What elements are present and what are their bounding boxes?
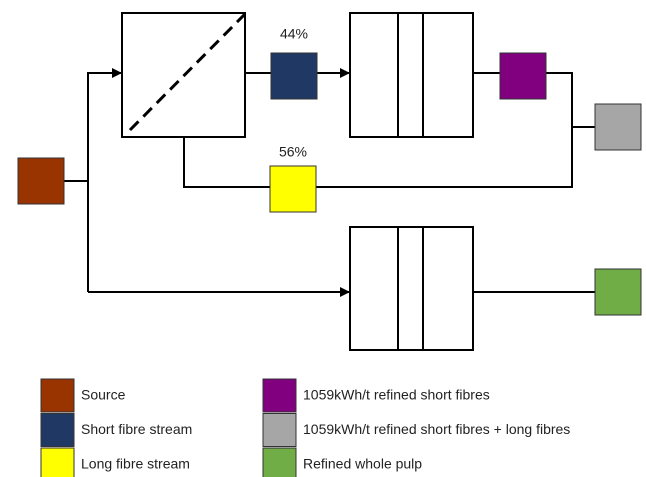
short-fibre-box xyxy=(270,52,318,100)
legend-label: Long fibre stream xyxy=(81,456,190,472)
legend-swatch xyxy=(40,413,75,447)
legend-label: Short fibre stream xyxy=(81,421,192,437)
refiner xyxy=(349,12,474,138)
legend-label: Source xyxy=(81,387,126,403)
source-box xyxy=(17,157,65,205)
connectors xyxy=(64,68,595,297)
split-label: 56% xyxy=(279,144,307,160)
mixed-box xyxy=(594,103,642,151)
connector xyxy=(87,68,122,292)
whole-pulp-box xyxy=(594,268,642,316)
connector xyxy=(546,72,573,188)
refiner xyxy=(349,226,474,351)
legend-label: 1059kWh/t refined short fibres + long fi… xyxy=(303,421,570,437)
legend-swatch xyxy=(40,378,75,413)
refined-short-box xyxy=(499,52,547,100)
refiner-body xyxy=(349,226,474,351)
legend-label: 1059kWh/t refined short fibres xyxy=(303,387,490,403)
splitter-screen xyxy=(128,12,247,132)
split-label: 44% xyxy=(280,26,308,42)
legend-label: Refined whole pulp xyxy=(303,456,422,472)
legend-swatch xyxy=(262,413,297,447)
legend-swatch xyxy=(262,447,297,477)
long-fibre-box xyxy=(269,165,317,213)
legend-swatch xyxy=(40,447,75,477)
legend-swatch xyxy=(262,378,297,413)
legend: Source Short fibre stream Long fibre strea… xyxy=(40,378,570,477)
connector xyxy=(183,137,270,188)
refiner-body xyxy=(349,12,474,138)
